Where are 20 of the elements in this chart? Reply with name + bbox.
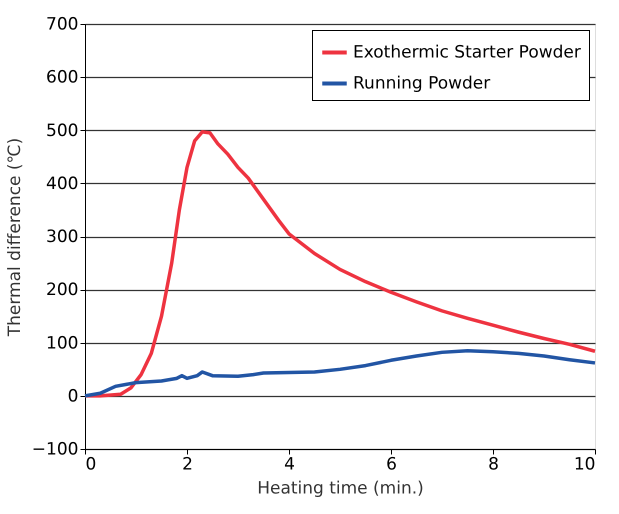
- x-tick-label: 10: [574, 454, 596, 474]
- x-axis-title: Heating time (min.): [257, 478, 424, 498]
- y-tick-label: 600: [46, 68, 78, 88]
- legend-label: Running Powder: [353, 74, 490, 94]
- x-tick-label: 4: [284, 454, 295, 474]
- y-tick-label: 0: [68, 386, 78, 406]
- y-tick-label: 500: [46, 120, 78, 141]
- y-tick-label: 700: [46, 14, 78, 34]
- y-axis-title: Thermal difference (℃): [4, 138, 25, 338]
- x-tick-label: 6: [386, 454, 397, 474]
- line-series: [83, 348, 597, 398]
- y-tick-label: 100: [46, 333, 78, 354]
- legend-label: Exothermic Starter Powder: [353, 42, 581, 62]
- y-tick-label: −100: [32, 440, 78, 460]
- x-tick-label: 8: [488, 454, 499, 474]
- y-tick-label: 300: [46, 227, 78, 247]
- y-tick-label: 200: [46, 280, 78, 300]
- y-tick-label: 400: [46, 174, 78, 194]
- x-tick-label: 0: [86, 454, 96, 474]
- x-tick-label: 2: [182, 454, 193, 474]
